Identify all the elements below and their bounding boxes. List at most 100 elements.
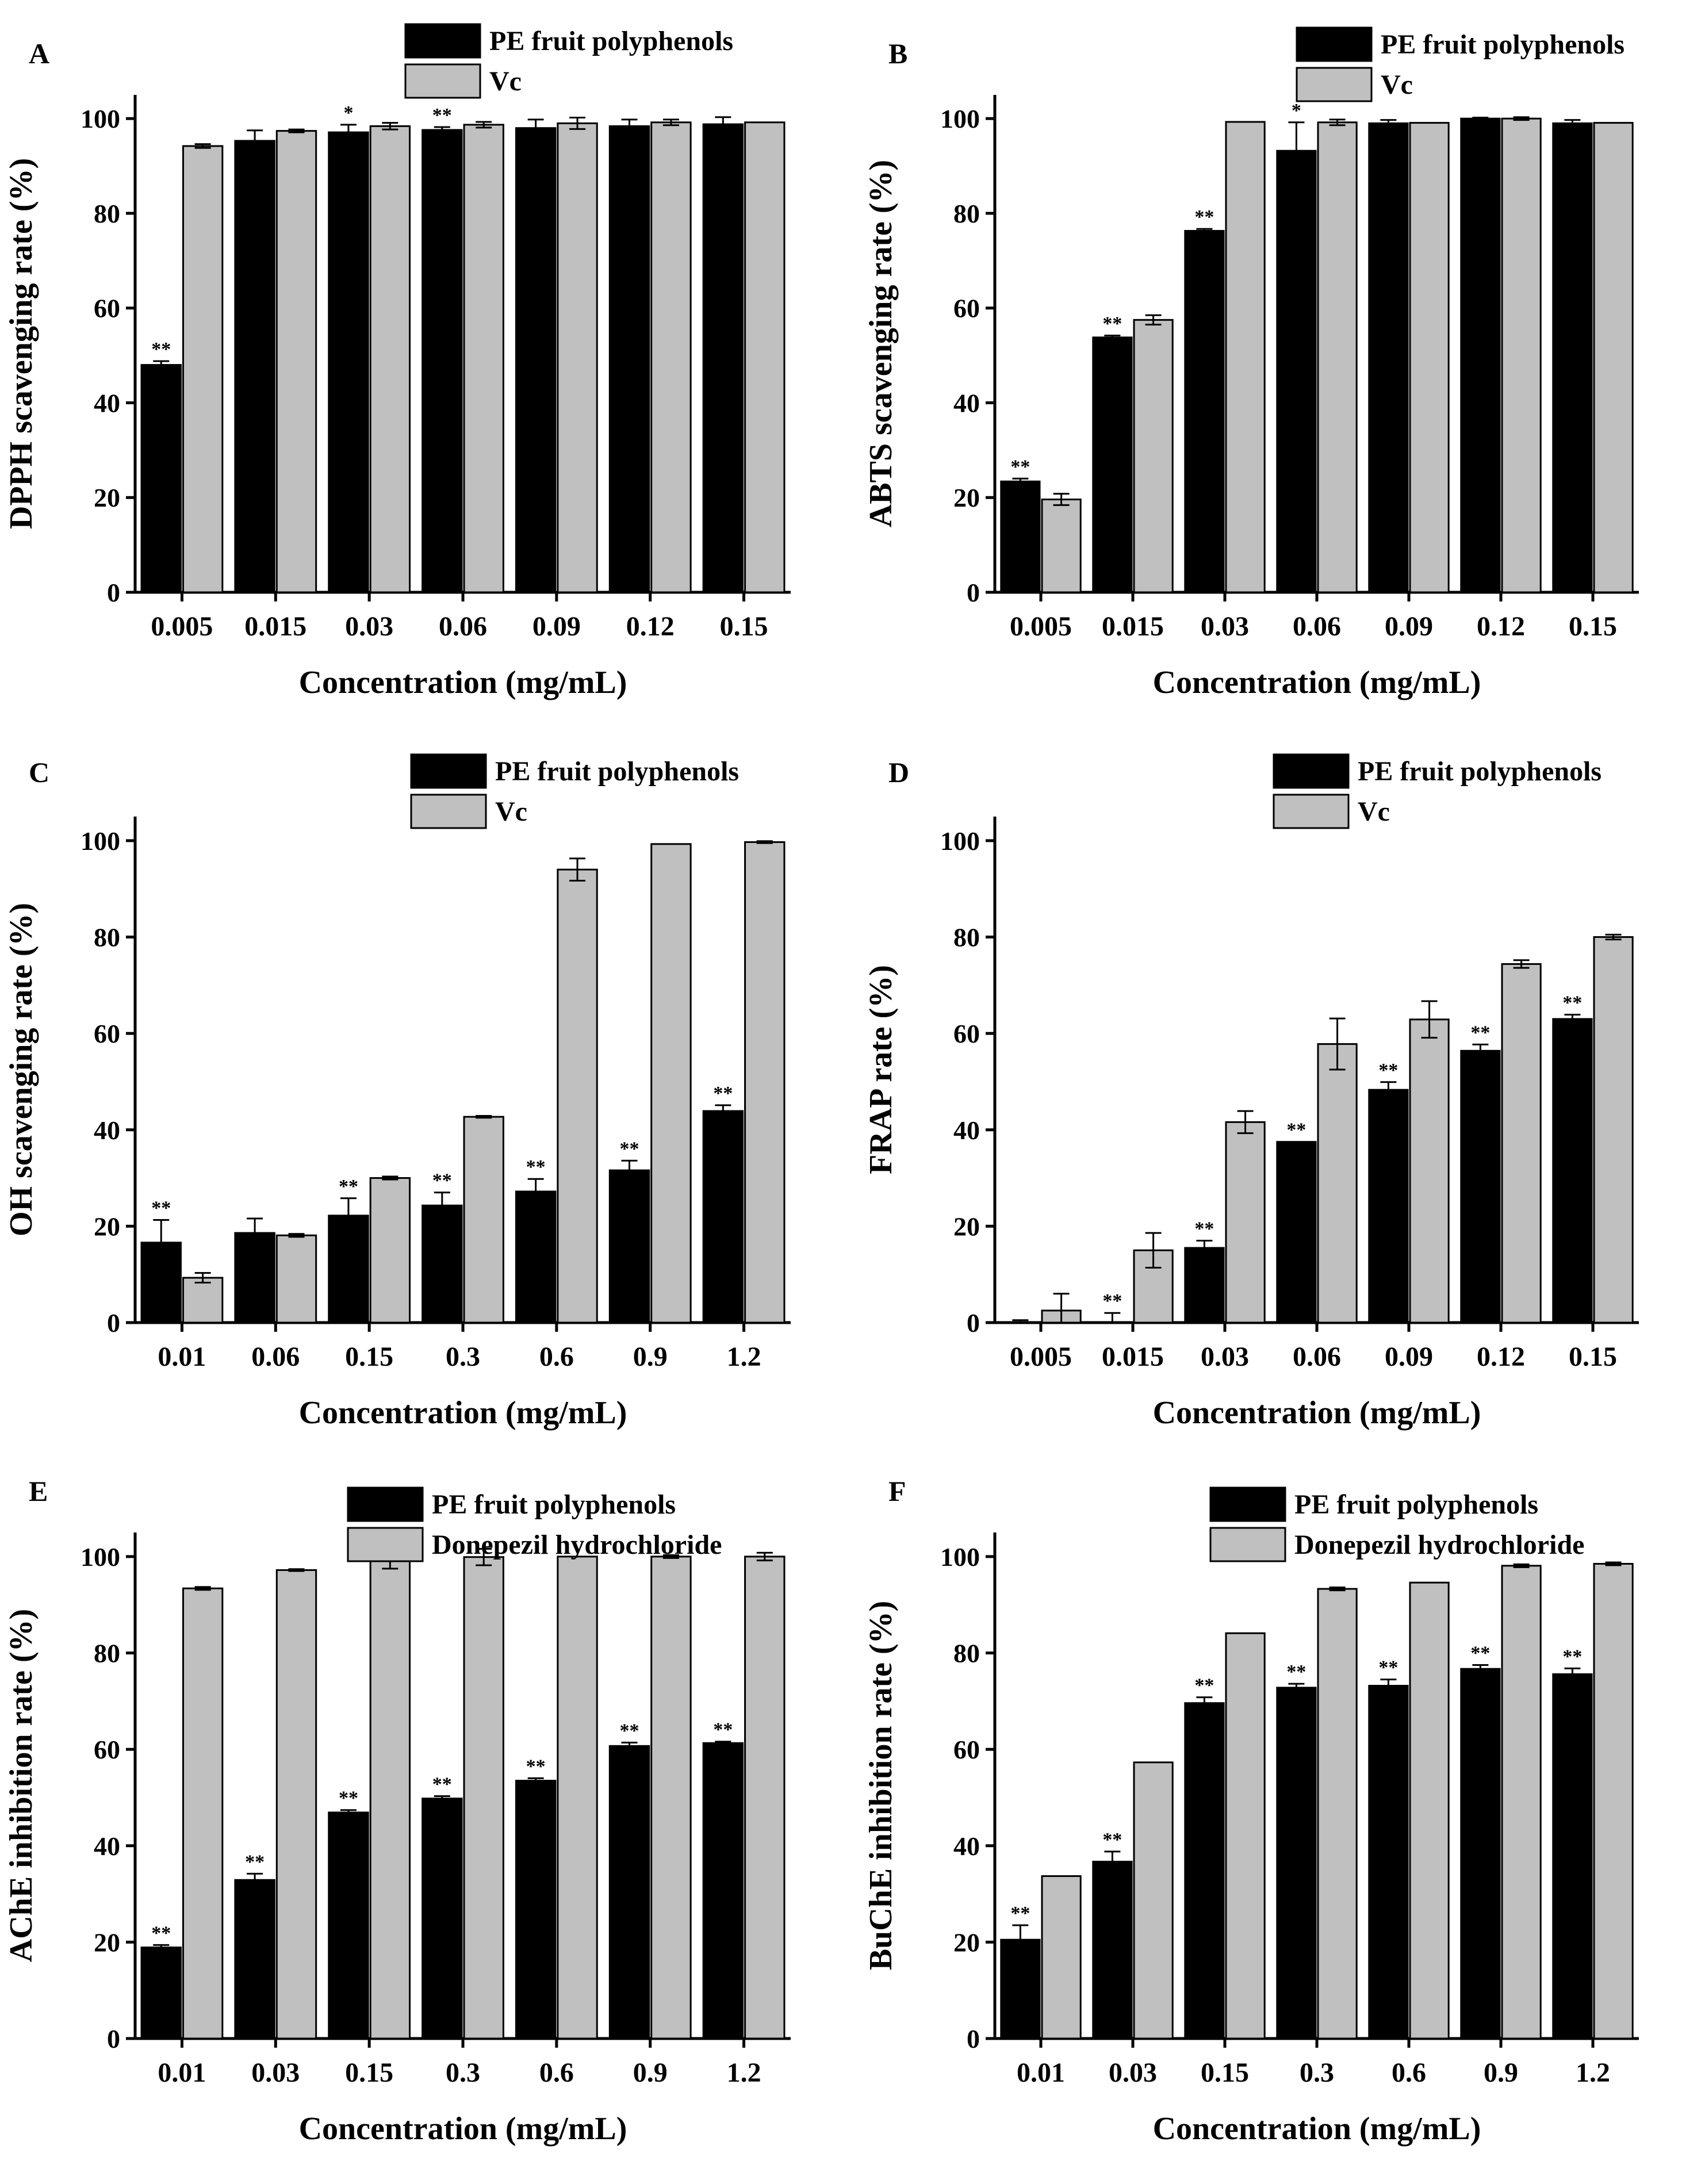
significance-mark: ** [1470, 1642, 1490, 1664]
significance-mark: ** [1010, 1903, 1030, 1924]
bar [182, 145, 224, 593]
bar [1225, 121, 1266, 593]
panel-d-letter: D [888, 756, 909, 788]
x-tick-label: 0.9 [633, 2057, 668, 2088]
x-tick-label: 0.06 [251, 1342, 300, 1372]
legend-label: PE fruit polyphenols [489, 26, 733, 56]
legend-label: PE fruit polyphenols [1294, 1489, 1538, 1520]
y-tick-label: 40 [94, 1116, 120, 1145]
x-tick-label: 1.2 [727, 1342, 761, 1372]
y-tick-label: 40 [953, 388, 980, 417]
legend-swatch [1273, 753, 1350, 789]
x-tick-label: 0.06 [1293, 611, 1341, 642]
bar [1368, 1685, 1409, 2040]
x-tick-label: 0.015 [1102, 611, 1164, 642]
bar [608, 125, 650, 593]
x-tick-label: 0.3 [446, 1342, 480, 1372]
significance-mark: ** [432, 1773, 452, 1795]
significance-mark: ** [1562, 992, 1582, 1013]
bar [1593, 1562, 1634, 2040]
y-tick-label: 20 [94, 1212, 120, 1241]
bar [369, 1557, 411, 2040]
y-tick-label: 80 [94, 1639, 120, 1668]
significance-mark: ** [713, 1719, 733, 1741]
legend-label: Donepezil hydrochloride [1294, 1530, 1584, 1560]
x-tick-label: 0.12 [626, 611, 675, 642]
x-tick-label: 0.005 [1010, 1342, 1072, 1372]
y-tick-label: 80 [94, 199, 120, 228]
y-tick-label: 20 [94, 1928, 120, 1957]
x-tick-label: 0.15 [345, 2057, 393, 2088]
bar [557, 868, 598, 1324]
significance-mark: ** [245, 1851, 265, 1872]
bar [702, 123, 744, 593]
significance-mark: ** [432, 1170, 452, 1191]
bar [275, 1569, 317, 2040]
bar [422, 1204, 463, 1324]
bar [1133, 1761, 1174, 2040]
y-tick-label: 60 [94, 1019, 120, 1048]
legend-swatch [410, 753, 487, 789]
significance-mark: ** [1102, 1290, 1122, 1312]
legend-label: PE fruit polyphenols [1381, 29, 1624, 60]
significance-mark: ** [1102, 313, 1122, 334]
y-tick-label: 60 [953, 1019, 980, 1048]
bar [1460, 1668, 1501, 2040]
panel-b: B 0 20 40 60 80 100 0.005 0.015 0.03 0.06 0.09 0.12… [863, 26, 1639, 700]
significance-mark: ** [1102, 1829, 1122, 1850]
bar [702, 1110, 744, 1324]
bar [1184, 1702, 1225, 2040]
panel-f: F 0 20 40 60 80 100 0.01 0.03 0.15 0.3 0.6 0.9 1.2 Co… [863, 1475, 1639, 2147]
x-axis-title: Concentration (mg/mL) [299, 1395, 627, 1431]
x-tick-label: 0.01 [1017, 2057, 1065, 2088]
significance-mark: ** [1194, 1675, 1214, 1696]
panel-d: D 0 20 40 60 80 100 0.005 0.015 0.03 0.06 0.09 0.12… [863, 753, 1639, 1431]
y-axis-title: OH scavenging rate (%) [3, 903, 39, 1236]
bar [328, 131, 369, 593]
x-tick-label: 0.005 [151, 611, 213, 642]
y-tick-label: 80 [953, 199, 980, 228]
x-tick-label: 0.01 [158, 2057, 206, 2088]
bar [1409, 122, 1450, 593]
y-tick-label: 40 [953, 1832, 980, 1861]
legend-label: Vc [495, 796, 527, 827]
legend-swatch [404, 63, 481, 99]
bar [557, 122, 598, 593]
legend-swatch [1296, 26, 1373, 62]
bar [1460, 117, 1501, 593]
x-tick-label: 0.09 [1385, 1342, 1433, 1372]
bar [1501, 1565, 1542, 2040]
legend-swatch [404, 23, 481, 59]
bar [275, 1234, 317, 1324]
y-axis-title: ABTS scavenging rate (%) [863, 160, 899, 527]
bar [1225, 1121, 1266, 1324]
x-tick-label: 0.06 [439, 611, 487, 642]
x-axis-title: Concentration (mg/mL) [1153, 2111, 1481, 2147]
y-tick-label: 0 [967, 1308, 980, 1338]
legend-label: Vc [489, 66, 522, 97]
bar [1276, 150, 1317, 593]
x-tick-label: 0.005 [1010, 611, 1072, 642]
x-tick-label: 0.015 [1102, 1342, 1164, 1372]
panel-e-letter: E [29, 1475, 48, 1507]
legend-swatch [1273, 794, 1350, 829]
y-tick-label: 80 [953, 923, 980, 952]
bar [1368, 122, 1409, 593]
y-tick-label: 100 [81, 826, 120, 856]
bar [182, 1277, 224, 1324]
significance-mark: ** [1194, 1219, 1214, 1240]
significance-mark: * [343, 102, 353, 124]
bar [1000, 1938, 1041, 2040]
bar [515, 1190, 557, 1324]
significance-mark: ** [1562, 1646, 1582, 1667]
bar [515, 1780, 557, 2040]
panel-f-letter: F [888, 1475, 906, 1507]
bar [1368, 1089, 1409, 1324]
y-tick-label: 80 [94, 923, 120, 952]
legend-label: PE fruit polyphenols [1358, 756, 1601, 787]
y-tick-label: 60 [94, 294, 120, 323]
significance-mark: ** [1010, 456, 1030, 477]
y-tick-label: 40 [94, 1832, 120, 1861]
significance-mark: ** [526, 1756, 546, 1777]
x-tick-label: 0.03 [345, 611, 393, 642]
